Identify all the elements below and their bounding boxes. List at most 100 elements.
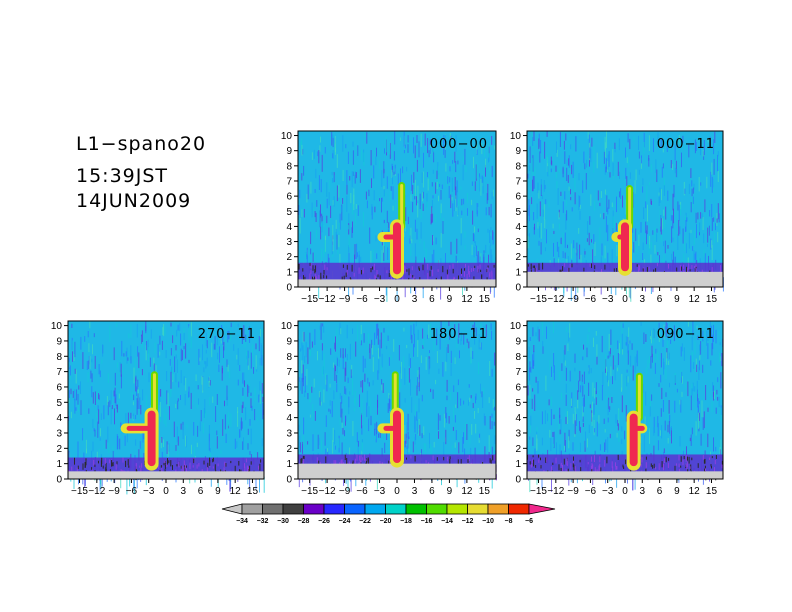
y-tick-label: 7 — [515, 367, 521, 378]
y-tick-label: 8 — [515, 161, 521, 172]
title-time: 15:39JST — [76, 165, 169, 187]
colorbar-label: −34 — [236, 518, 248, 525]
x-tick-label: 9 — [447, 486, 453, 497]
y-tick-label: 9 — [286, 146, 292, 157]
colorbar: −34 −32 −30 −28 −26 −24 −22 −20 −18 −16 −14 −12 −10 −… — [221, 503, 556, 525]
y-tick-label: 4 — [515, 413, 521, 424]
panel-label: 000−00 — [430, 137, 488, 152]
y-tick-label: 10 — [51, 321, 63, 332]
colorbar-label: −20 — [380, 518, 392, 525]
x-tick-label: 6 — [429, 294, 435, 305]
x-tick-label: −12 — [547, 486, 564, 497]
y-tick-label: 1 — [56, 459, 62, 470]
colorbar-cell — [303, 503, 325, 515]
y-tick-label: 2 — [515, 252, 521, 263]
x-tick-label: 3 — [640, 486, 646, 497]
x-tick-label: −3 — [602, 294, 614, 305]
x-tick-label: −15 — [530, 294, 547, 305]
below-threshold-area — [68, 471, 264, 479]
x-tick-label: −12 — [547, 294, 564, 305]
y-tick-label: 9 — [56, 336, 62, 347]
y-tick-label: 4 — [286, 222, 292, 233]
x-tick-label: 12 — [230, 486, 242, 497]
y-tick-label: 10 — [281, 131, 293, 142]
x-tick-label: −3 — [602, 486, 614, 497]
x-tick-label: −6 — [356, 486, 368, 497]
panel-background — [68, 321, 264, 479]
y-tick-label: 9 — [515, 146, 521, 157]
colorbar-label: −22 — [359, 518, 371, 525]
y-tick-label: 1 — [515, 267, 521, 278]
x-tick-label: 12 — [689, 294, 701, 305]
colorbar-cell — [262, 503, 284, 515]
x-tick-label: 3 — [412, 486, 418, 497]
y-tick-label: 3 — [56, 428, 62, 439]
y-tick-label: 1 — [286, 267, 292, 278]
title-date: 14JUN2009 — [76, 190, 192, 212]
below-threshold-area — [298, 279, 496, 287]
y-tick-label: 2 — [515, 444, 521, 455]
y-tick-label: 2 — [56, 444, 62, 455]
x-tick-label: 0 — [622, 486, 628, 497]
y-tick-label: 0 — [286, 283, 292, 294]
colorbar-label: −18 — [400, 518, 412, 525]
x-tick-label: 9 — [674, 294, 680, 305]
x-tick-label: −3 — [143, 486, 155, 497]
x-tick-label: −6 — [585, 294, 597, 305]
y-tick-label: 5 — [56, 398, 62, 409]
x-tick-label: −15 — [301, 294, 318, 305]
x-tick-label: 0 — [394, 294, 400, 305]
y-tick-label: 1 — [515, 459, 521, 470]
y-tick-label: 4 — [286, 413, 292, 424]
below-threshold-area — [527, 471, 723, 479]
x-tick-label: −9 — [567, 486, 579, 497]
x-tick-label: 12 — [461, 294, 473, 305]
y-tick-label: 8 — [286, 161, 292, 172]
colorbar-cell — [241, 503, 263, 515]
x-tick-label: 6 — [429, 486, 435, 497]
y-tick-label: 9 — [515, 336, 521, 347]
echo-signal — [377, 182, 406, 279]
y-tick-label: 10 — [281, 321, 293, 332]
colorbar-cell — [426, 503, 448, 515]
x-tick-label: −9 — [339, 486, 351, 497]
y-tick-label: 6 — [515, 382, 521, 393]
colorbar-label: −10 — [482, 518, 494, 525]
x-tick-label: 3 — [412, 294, 418, 305]
x-tick-label: −12 — [319, 486, 336, 497]
echo-signal — [611, 185, 634, 276]
y-tick-label: 10 — [510, 131, 522, 142]
colorbar-cell — [508, 503, 530, 515]
y-tick-label: 5 — [515, 398, 521, 409]
panel-label: 180−11 — [430, 327, 488, 342]
x-tick-label: −9 — [108, 486, 120, 497]
x-tick-label: −15 — [71, 486, 88, 497]
y-tick-label: 3 — [515, 428, 521, 439]
colorbar-arrow-low — [221, 503, 243, 515]
noise-texture — [68, 321, 265, 495]
x-tick-label: −6 — [356, 294, 368, 305]
x-tick-label: 3 — [181, 486, 187, 497]
y-tick-label: 6 — [286, 382, 292, 393]
colorbar-cell — [446, 503, 468, 515]
x-tick-label: −15 — [301, 486, 318, 497]
y-tick-label: 2 — [286, 252, 292, 263]
x-tick-label: −12 — [88, 486, 105, 497]
echo-signal — [377, 371, 404, 468]
y-tick-label: 5 — [286, 207, 292, 218]
x-tick-label: 0 — [394, 486, 400, 497]
echo-signal — [626, 372, 648, 471]
y-tick-label: 4 — [515, 222, 521, 233]
y-tick-label: 10 — [510, 321, 522, 332]
colorbar-label: −26 — [318, 518, 330, 525]
panel-label: 090−11 — [657, 327, 715, 342]
x-tick-label: 6 — [657, 486, 663, 497]
x-tick-label: 12 — [461, 486, 473, 497]
x-tick-label: 6 — [657, 294, 663, 305]
colorbar-cell — [405, 503, 427, 515]
